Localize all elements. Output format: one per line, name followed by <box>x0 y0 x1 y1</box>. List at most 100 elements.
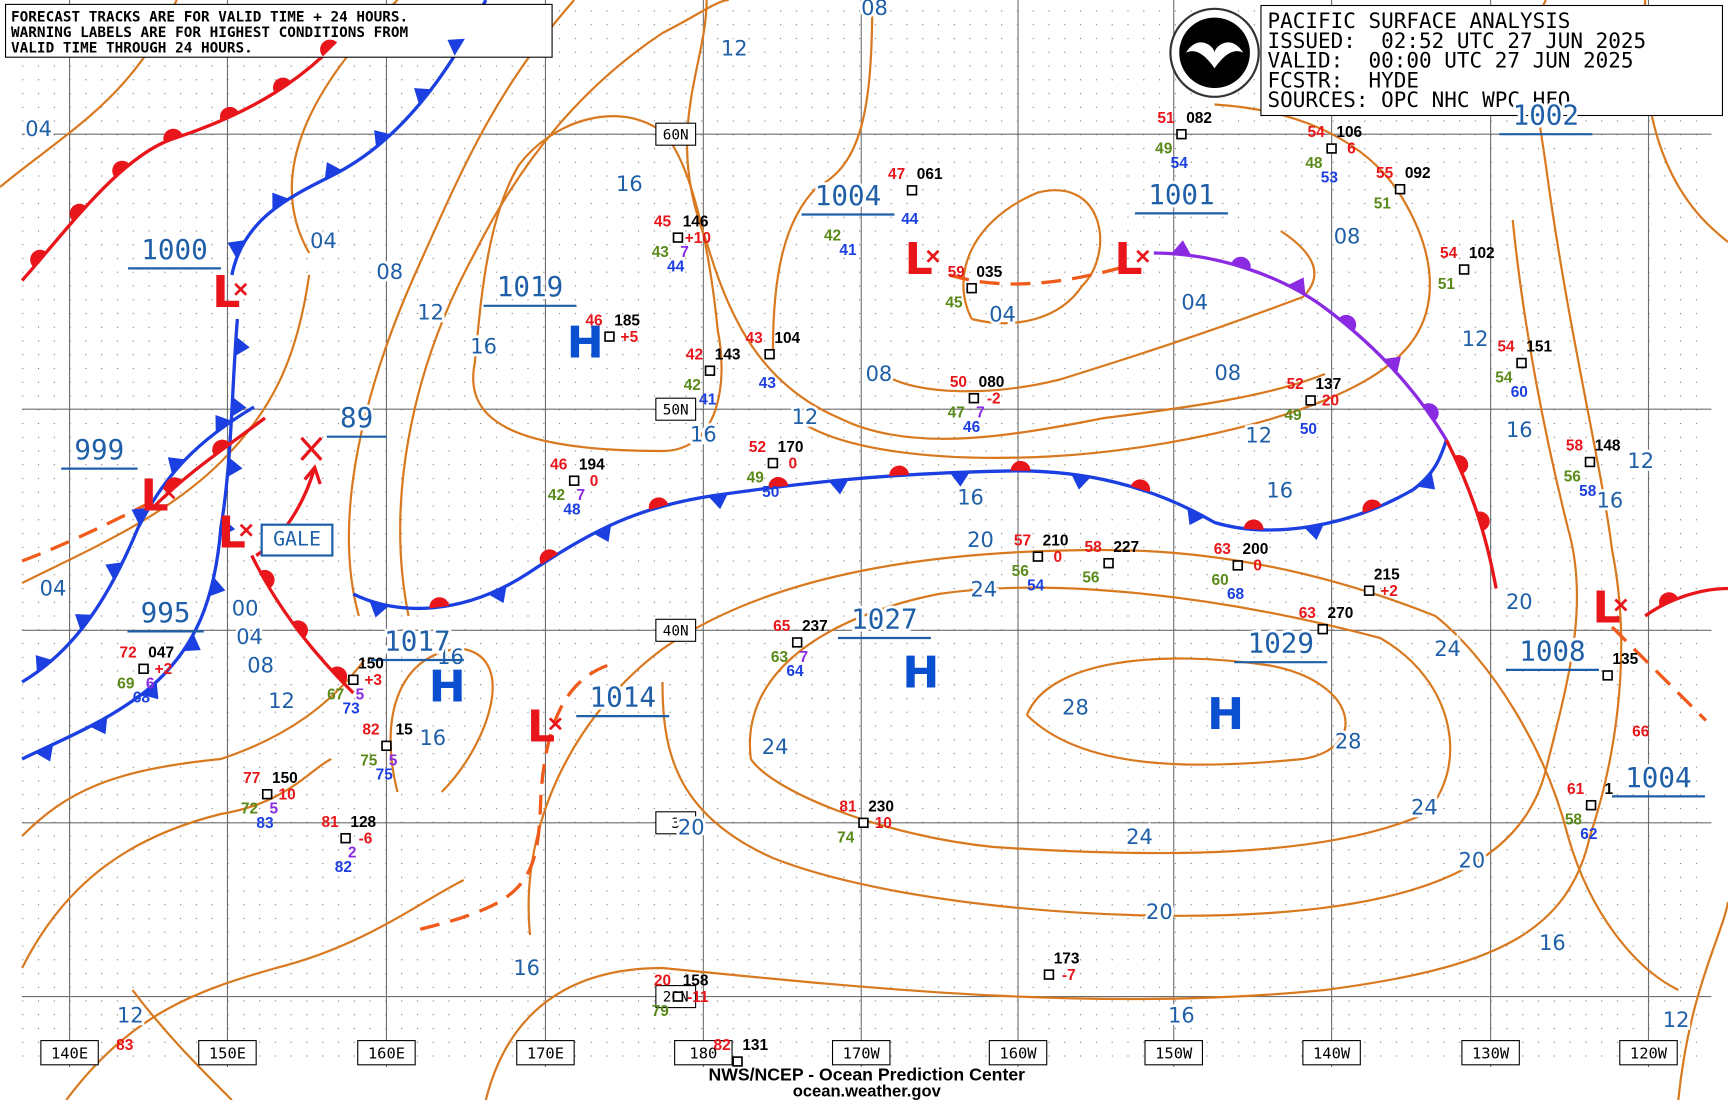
station-t: 83 <box>116 1037 134 1054</box>
isobar <box>472 115 723 453</box>
station-c: +3 <box>364 672 382 689</box>
front-triangle <box>593 524 612 542</box>
cold-front <box>21 318 240 761</box>
front-semicircle <box>1243 519 1264 531</box>
station-p: 151 <box>1526 339 1552 356</box>
isobar-label: 16 <box>1597 489 1624 513</box>
isobar-label: 12 <box>1627 449 1654 473</box>
isobar-label: 20 <box>678 815 705 839</box>
longitude-label: 160W <box>999 1044 1037 1062</box>
isobar <box>794 103 1431 459</box>
system-x <box>1614 598 1628 612</box>
isobar-label: 16 <box>690 423 717 447</box>
system-x <box>234 282 248 296</box>
station-c: 0 <box>1053 549 1062 566</box>
longitude-label: 120W <box>1630 1044 1668 1062</box>
system-x <box>926 249 940 263</box>
station-marker <box>1176 128 1187 140</box>
station-p: 173 <box>1054 950 1080 967</box>
front-triangle <box>131 507 149 526</box>
front-triangle <box>35 744 54 762</box>
station-d: 54 <box>1495 369 1513 386</box>
station-w: 5 <box>356 686 365 703</box>
front-semicircle <box>219 106 239 121</box>
station-v: 75 <box>376 767 394 784</box>
longitude-label: 130W <box>1472 1044 1510 1062</box>
station-w: 6 <box>146 675 155 692</box>
station-v: 68 <box>1227 586 1245 603</box>
station-p: 194 <box>579 456 605 473</box>
isobar-label: 16 <box>1506 418 1533 442</box>
station-t: 81 <box>322 814 340 831</box>
station-v: 41 <box>699 391 717 408</box>
gale-frame <box>260 523 334 557</box>
isobar-label: 28 <box>1335 730 1362 754</box>
station-d: 49 <box>747 470 764 487</box>
front-semicircle <box>112 160 130 178</box>
front-semicircle <box>1010 460 1031 471</box>
station-t: 43 <box>746 330 764 347</box>
station-p: 150 <box>272 770 298 787</box>
front-semicircle <box>272 77 292 93</box>
longitude-label: 160E <box>368 1044 405 1062</box>
forecast-track <box>21 499 156 563</box>
station-p: 150 <box>358 655 384 672</box>
station-d: 42 <box>684 377 701 394</box>
longitude-label: 180 <box>689 1044 717 1062</box>
station-p: 106 <box>1336 124 1362 141</box>
station-marker <box>1363 585 1375 596</box>
station-t: 42 <box>686 346 703 363</box>
station-t: 82 <box>362 721 379 738</box>
station-marker <box>568 475 580 486</box>
warning-box: FORECAST TRACKS ARE FOR VALID TIME + 24 … <box>4 3 553 58</box>
longitude-box <box>674 1040 733 1066</box>
pressure-system: L <box>1114 234 1142 285</box>
station-v: 46 <box>963 419 981 436</box>
station-p: 170 <box>778 439 804 456</box>
front-semicircle <box>1231 256 1251 270</box>
front-triangle <box>75 614 93 631</box>
station-marker <box>1317 623 1329 635</box>
info-issued: ISSUED: 02:52 UTC 27 JUN 2025 <box>1268 29 1647 53</box>
station-t: 66 <box>1632 724 1650 741</box>
front-triangle <box>1304 524 1324 540</box>
noaa-logo <box>1169 7 1260 98</box>
station-c: +5 <box>621 329 639 346</box>
station-p: 080 <box>979 374 1005 391</box>
station-c: +2 <box>1380 583 1398 600</box>
station-v: 83 <box>256 815 274 832</box>
longitude-box <box>1144 1040 1203 1066</box>
station-d: 56 <box>1082 570 1100 587</box>
station-p: 061 <box>917 166 943 183</box>
longitude-label: 170W <box>843 1044 881 1062</box>
station-c: 0 <box>788 455 797 472</box>
station-t: 77 <box>243 770 260 787</box>
station-marker <box>1326 143 1337 154</box>
station-marker <box>672 232 684 243</box>
front-triangle <box>215 415 232 433</box>
position-x <box>300 436 323 461</box>
station-v: 54 <box>1171 155 1189 172</box>
front-semicircle <box>1476 511 1490 531</box>
station-d: 45 <box>945 295 963 312</box>
isobar-label: 24 <box>1126 825 1153 849</box>
isobar-label: 08 <box>376 260 403 284</box>
station-p: 146 <box>683 213 709 230</box>
pressure-system: H <box>1207 689 1244 740</box>
isobar-label: 08 <box>866 362 893 386</box>
info-frame <box>1260 4 1724 117</box>
isobar-label: 16 <box>470 335 497 359</box>
station-t: 47 <box>888 166 905 183</box>
front-triangle <box>1417 472 1436 490</box>
station-t: 58 <box>1085 539 1103 556</box>
front-semicircle <box>648 497 669 510</box>
center-pressure: 995 <box>141 597 191 629</box>
station-p: 104 <box>774 330 800 347</box>
front-semicircle <box>539 549 558 565</box>
front-triangle <box>227 240 245 258</box>
station-marker <box>1584 456 1596 468</box>
station-w: 7 <box>576 487 585 504</box>
station-d: 56 <box>1564 468 1582 485</box>
front-triangle <box>227 457 243 478</box>
station-t: 45 <box>654 213 672 230</box>
